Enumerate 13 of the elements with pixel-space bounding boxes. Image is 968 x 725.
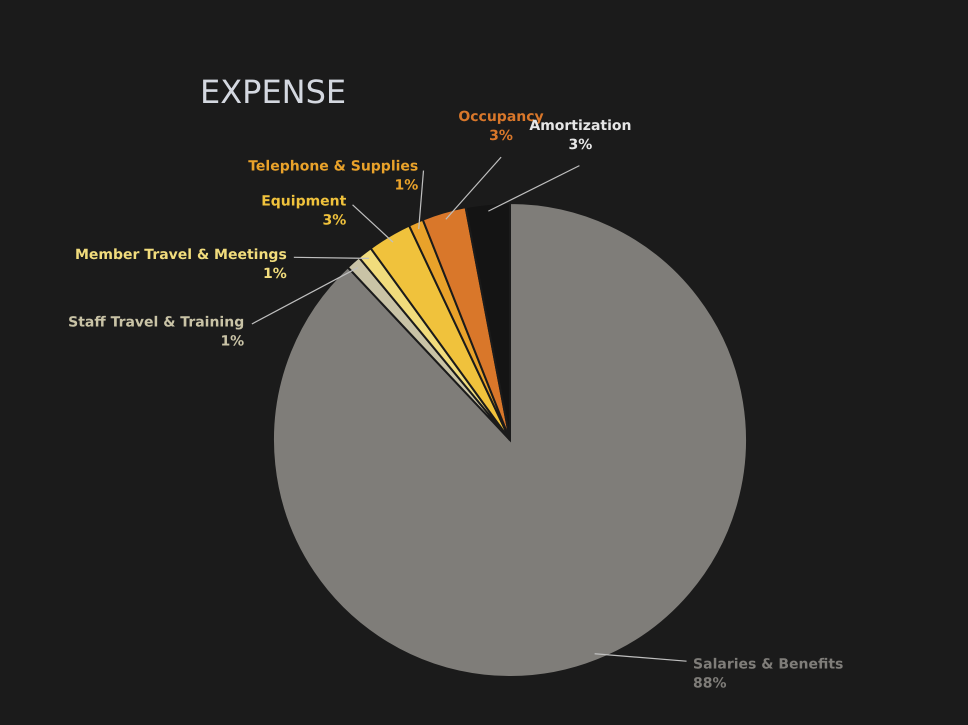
data-label: 3%	[322, 212, 346, 229]
data-label: 3%	[568, 136, 592, 153]
chart-title: EXPENSE	[200, 73, 346, 111]
slice-label: Member Travel & Meetings	[74, 246, 287, 263]
data-label: 1%	[394, 178, 418, 194]
data-label: 3%	[489, 128, 513, 144]
slice-label: Staff Travel & Training	[68, 314, 244, 330]
data-label: 1%	[263, 266, 287, 282]
slice-label: Telephone & Supplies	[248, 158, 418, 175]
data-label: 88%	[693, 675, 727, 692]
data-label: 1%	[220, 333, 244, 350]
slice-label: Equipment	[261, 194, 347, 210]
slice-label: Salaries & Benefits	[693, 656, 844, 672]
